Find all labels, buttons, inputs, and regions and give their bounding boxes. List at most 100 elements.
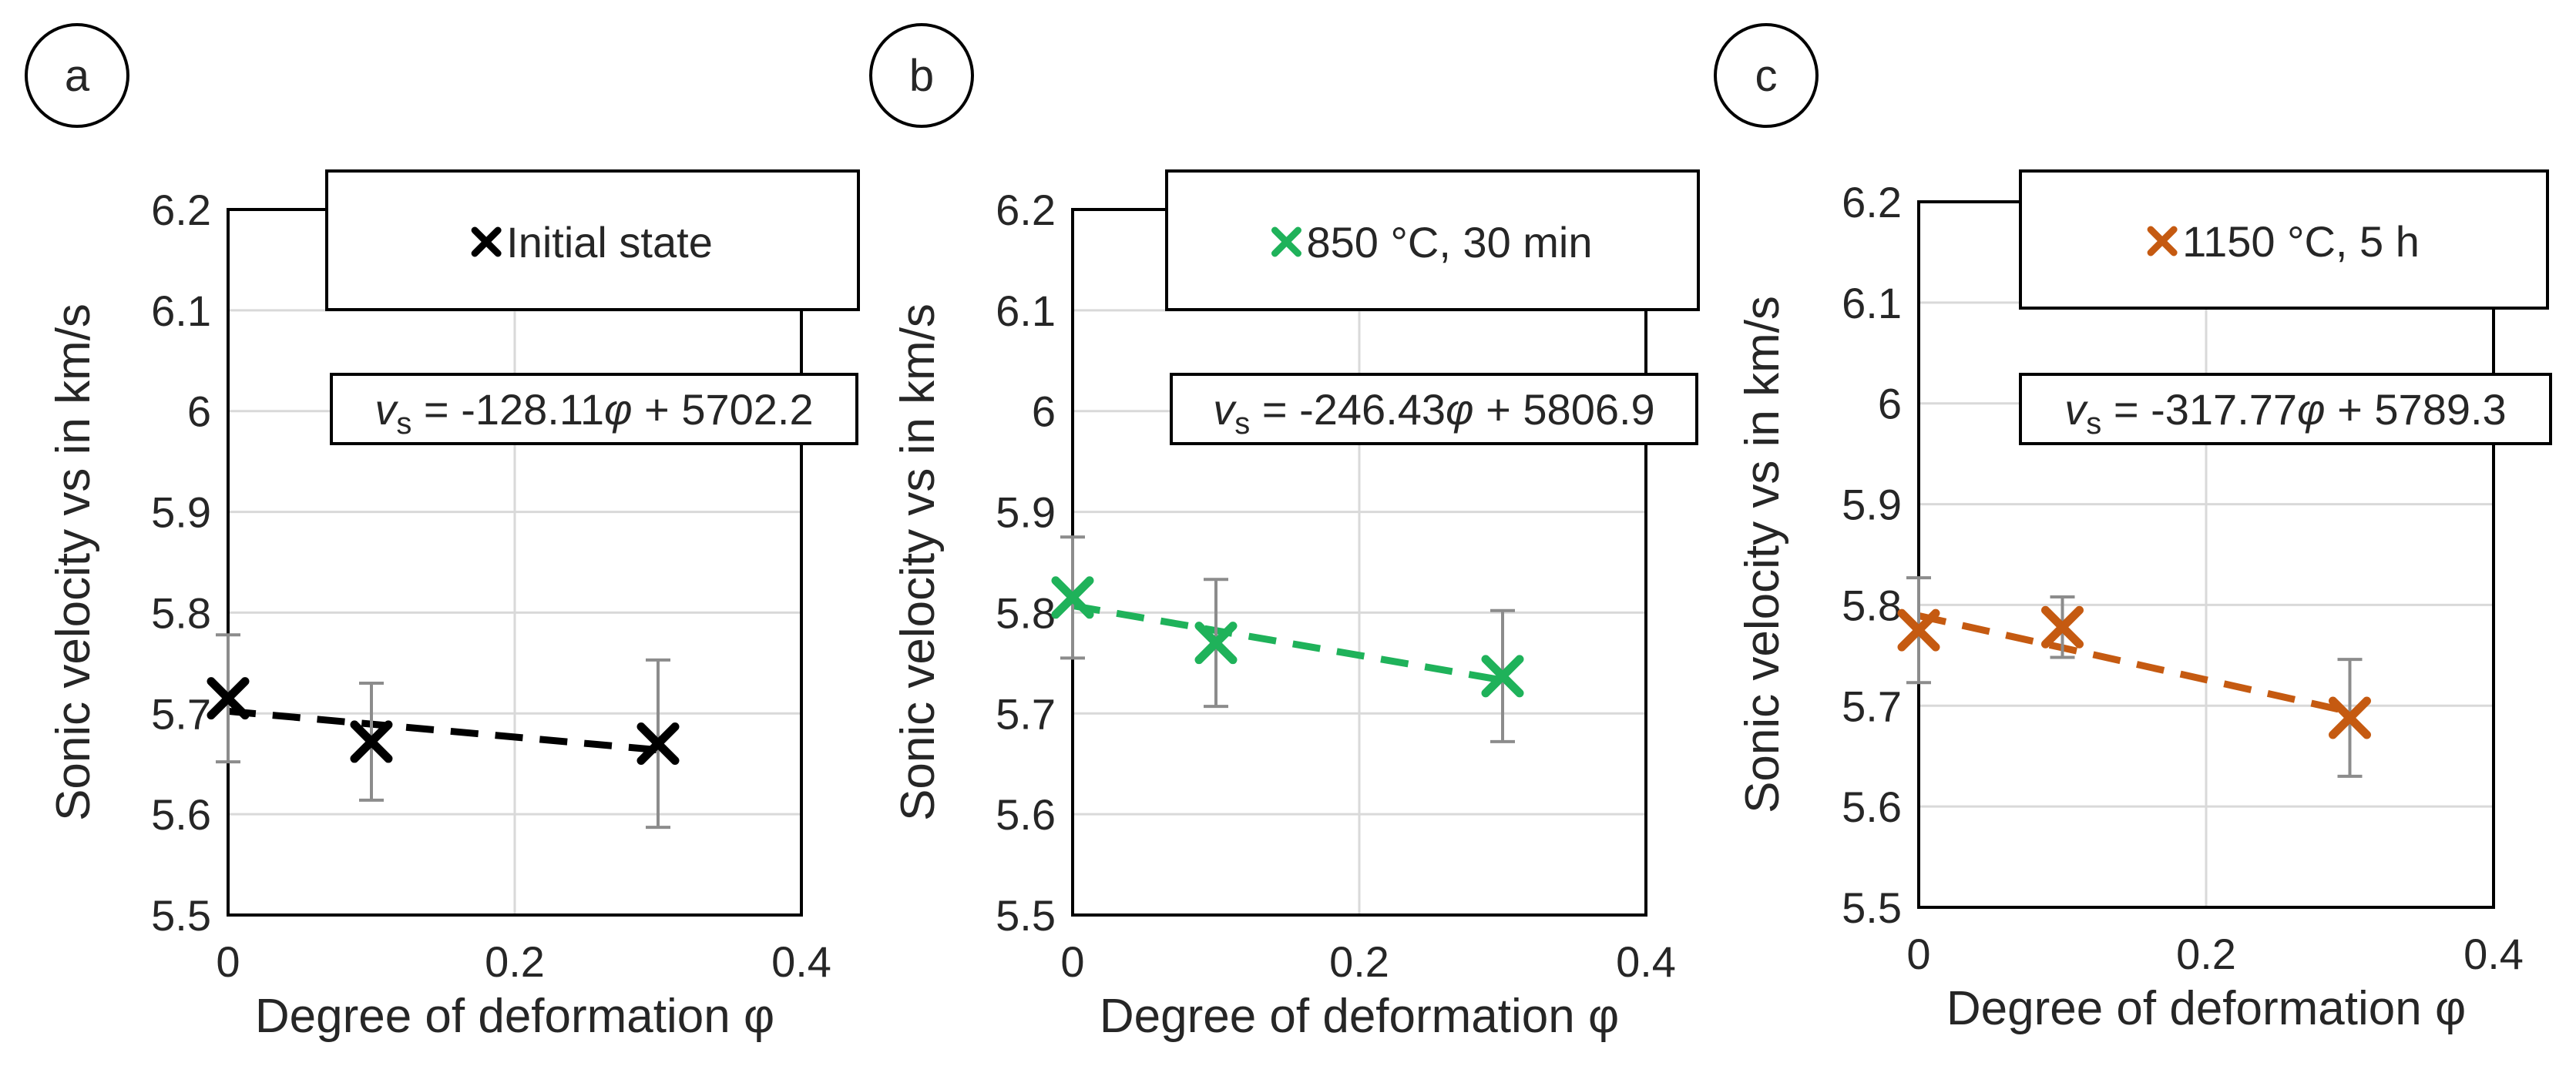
x-tick-label: 0.4 [771,937,831,986]
equation-sub: s [396,407,411,441]
legend-entry: Initial state [471,218,713,266]
y-tick-label: 6.2 [151,186,211,234]
data-point [350,720,393,763]
panel-label-circle [869,23,974,128]
legend-marker [471,226,502,257]
trend-line [1918,612,2351,716]
equation-tail: + 5789.3 [2326,385,2507,434]
y-tick-label: 5.8 [996,588,1056,637]
legend-entry: 850 °C, 30 min [1271,218,1593,266]
equation-mid: = -128.11 [411,385,604,434]
marker-stroke [2329,696,2371,739]
y-tick-label: 6.2 [996,186,1056,234]
marker-stroke [1897,608,1940,652]
y-tick-label: 5.7 [996,689,1056,738]
y-tick-label: 6.1 [996,287,1056,335]
legend-label: 850 °C, 30 min [1306,218,1592,266]
trendline-equation: vs = -246.43φ + 5806.9 [1213,385,1654,441]
equation-tail: + 5702.2 [633,385,814,434]
panel-label-circle [1714,23,1819,128]
y-tick-label: 5.6 [151,790,211,839]
x-tick-label: 0.2 [485,937,545,986]
marker-stroke [1194,622,1238,665]
x-tick-label: 0.4 [1616,937,1676,986]
equation-tail: + 5806.9 [1474,385,1655,434]
x-tick-label: 0 [1906,930,1930,978]
y-tick-label: 6 [187,387,211,436]
equation-phi: φ [2297,385,2326,434]
panel-label-circle [25,23,129,128]
y-tick-label: 5.6 [996,790,1056,839]
legend-label: 1150 °C, 5 h [2182,217,2420,266]
y-tick-label: 6.1 [1842,279,1902,327]
panel-label: a [65,51,90,101]
y-axis-title: Sonic velocity vs in km/s [892,303,945,821]
legend-box [2019,169,2549,310]
data-point [1051,576,1094,619]
x-tick-label: 0 [216,937,240,986]
y-tick-label: 5.7 [151,689,211,738]
trend-line [1072,602,1503,684]
equation-var: v [2064,385,2088,434]
panel-label: b [909,51,934,101]
y-tick-label: 6.2 [1842,178,1902,226]
y-tick-label: 6.1 [151,287,211,335]
equation-mid: = -246.43 [1250,385,1446,434]
y-tick-label: 5.9 [1842,481,1902,529]
x-tick-label: 0 [1060,937,1084,986]
marker-stroke [2041,605,2084,649]
equation-var: v [1213,385,1237,434]
legend-label: Initial state [506,218,713,266]
y-tick-label: 5.9 [151,488,211,537]
y-tick-label: 5.5 [996,891,1056,940]
panel-label: c [1755,51,1778,101]
marker-stroke [1481,655,1524,698]
data-point [2329,696,2371,739]
data-point [1194,622,1238,665]
x-axis-title: Degree of deformation φ [1946,982,2466,1035]
y-tick-label: 5.8 [151,588,211,637]
y-axis-title: Sonic velocity vs in km/s [1736,296,1789,813]
x-tick-label: 0.2 [1329,937,1389,986]
legend-marker [1271,226,1301,257]
y-tick-label: 5.9 [996,488,1056,537]
trendline-equation: vs = -317.77φ + 5789.3 [2064,385,2506,441]
equation-box [330,373,858,445]
y-axis-title: Sonic velocity vs in km/s [47,303,100,821]
y-tick-label: 6 [1032,387,1056,436]
data-point [1897,608,1940,652]
legend-marker [2147,226,2178,256]
y-tick-label: 5.5 [151,891,211,940]
equation-box [1170,373,1698,445]
marker-stroke [1051,576,1094,619]
x-axis-title: Degree of deformation φ [1100,990,1619,1043]
legend-box [1165,169,1700,311]
trend-line [227,707,659,754]
y-tick-label: 5.8 [1842,581,1902,629]
y-tick-label: 5.5 [1842,883,1902,932]
equation-sub: s [2086,407,2101,441]
y-tick-label: 6 [1878,380,1902,428]
y-tick-label: 5.6 [1842,783,1902,831]
trendline-equation: vs = -128.11φ + 5702.2 [374,385,813,441]
equation-var: v [374,385,398,434]
legend-entry: 1150 °C, 5 h [2147,217,2420,266]
x-tick-label: 0.4 [2463,930,2524,978]
data-point [2041,605,2084,649]
marker-stroke [350,720,393,763]
data-point [1481,655,1524,698]
marker-stroke [207,677,250,720]
y-tick-label: 5.7 [1842,682,1902,730]
marker-stroke [636,722,680,766]
data-point [636,722,680,766]
equation-sub: s [1234,407,1250,441]
legend-box [325,169,860,311]
x-tick-label: 0.2 [2176,930,2236,978]
equation-box [2019,373,2552,445]
data-point [207,677,250,720]
equation-phi: φ [604,385,633,434]
